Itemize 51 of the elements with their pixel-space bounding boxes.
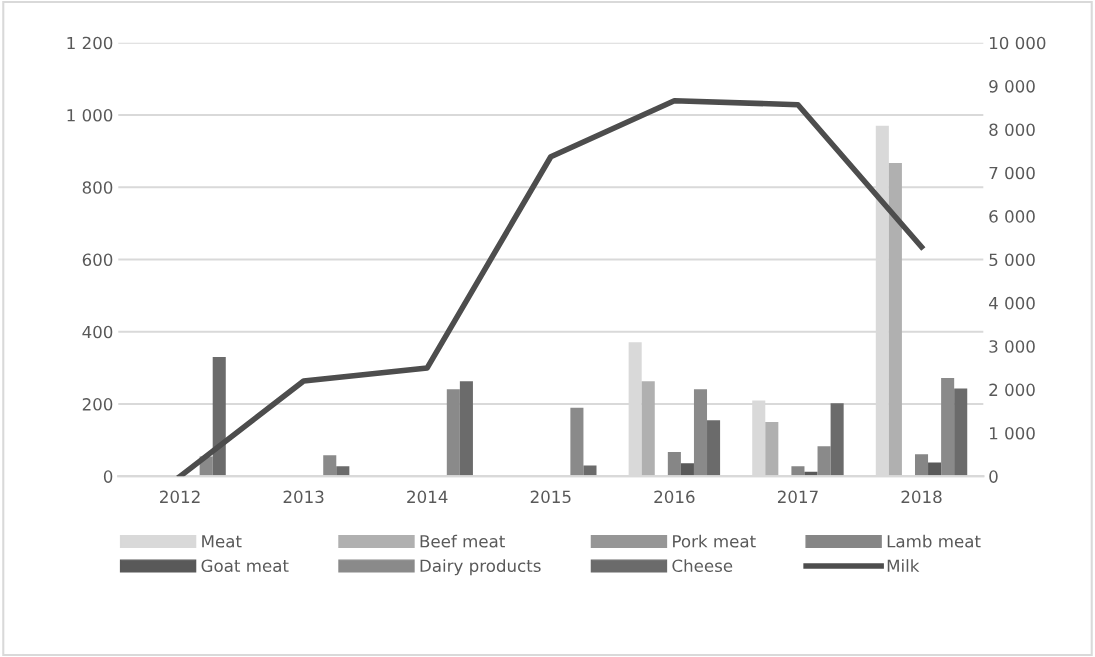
bar [817,446,831,477]
y-tick-label: 1 000 [67,108,113,122]
y-tick-label: 1 200 [67,36,113,50]
legend-label: Pork meat [673,534,756,548]
bar [641,381,655,477]
bar [693,389,708,477]
x-tick-label: 2012 [160,490,200,504]
x-tick-label: 2014 [407,490,448,504]
bar [830,403,844,477]
bar [954,388,968,477]
y2-tick-label: 8 000 [989,123,1035,136]
legend-label: Dairy products [420,559,541,576]
bar [212,357,226,477]
legend-label: Goat meat [201,559,289,573]
y2-tick-label: 9 000 [989,80,1035,93]
legend-label: Lamb meat [887,534,981,548]
y2-tick-label: 7 000 [989,166,1035,180]
y-tick-label: 600 [82,253,113,267]
y-tick-label: 0 [103,470,113,483]
y2-tick-label: 1 000 [990,426,1035,440]
y2-tick-label: 6 000 [989,210,1035,223]
bar [323,455,337,477]
y2-tick-label: 10 000 [990,36,1046,50]
legend-label: Cheese [672,559,733,573]
y2-tick-label: 5 000 [989,253,1035,267]
bar [707,420,721,477]
y2-tick-label: 4 000 [988,296,1035,310]
y-tick-label: 800 [82,181,113,194]
y-tick-label: 200 [82,398,113,411]
bar [459,381,473,477]
legend-label: Milk [887,559,920,572]
y2-tick-label: 0 [989,470,998,483]
y2-tick-label: 3 000 [989,340,1035,353]
x-tick-label: 2016 [654,490,695,504]
bar [941,378,955,477]
legend-label: Meat [202,535,242,548]
legend-label: Beef meat [420,534,505,548]
x-tick-label: 2015 [530,490,571,504]
y2-tick-label: 2 000 [989,383,1035,397]
bar [914,454,929,477]
bar [667,452,681,477]
bar [570,407,584,477]
bar [446,389,460,477]
bar [680,463,694,477]
x-tick-label: 2017 [777,490,818,504]
bar [583,465,597,477]
x-tick-label: 2013 [283,490,324,504]
y-tick-label: 400 [82,325,113,339]
bar [765,422,779,477]
bar [888,163,902,477]
x-tick-label: 2018 [901,490,942,504]
